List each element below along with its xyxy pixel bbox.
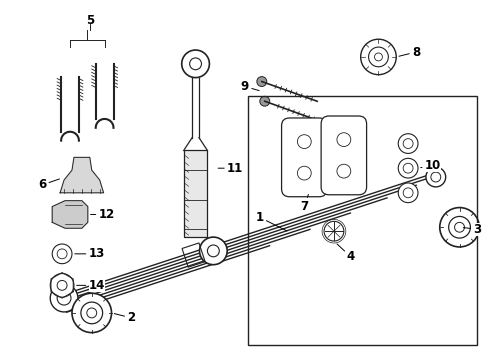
FancyBboxPatch shape [281, 118, 326, 197]
Text: 8: 8 [398, 45, 419, 59]
Text: 10: 10 [420, 159, 440, 172]
Text: 3: 3 [462, 223, 480, 236]
Polygon shape [60, 157, 103, 193]
Circle shape [259, 96, 269, 106]
Text: 2: 2 [114, 311, 135, 324]
Text: 6: 6 [38, 179, 60, 192]
Circle shape [439, 208, 478, 247]
Circle shape [425, 167, 445, 187]
Text: 9: 9 [241, 80, 259, 93]
Circle shape [256, 77, 266, 86]
Circle shape [360, 39, 395, 75]
Text: 7: 7 [300, 194, 308, 213]
Circle shape [397, 134, 417, 153]
Text: 5: 5 [85, 14, 94, 27]
FancyBboxPatch shape [321, 116, 366, 195]
Text: 12: 12 [90, 208, 115, 221]
Text: 14: 14 [77, 279, 104, 292]
Circle shape [52, 244, 72, 264]
Bar [182, 243, 204, 267]
Circle shape [397, 183, 417, 203]
Polygon shape [52, 201, 88, 228]
Circle shape [199, 237, 227, 265]
Bar [183, 150, 207, 237]
Circle shape [72, 293, 111, 333]
Text: 11: 11 [218, 162, 243, 175]
Text: 13: 13 [75, 247, 104, 260]
Bar [247, 96, 476, 345]
Circle shape [50, 274, 74, 297]
Circle shape [50, 284, 78, 312]
Text: 4: 4 [336, 244, 354, 263]
Circle shape [182, 50, 209, 78]
Circle shape [397, 158, 417, 178]
Circle shape [324, 221, 343, 241]
Text: 1: 1 [255, 211, 286, 231]
